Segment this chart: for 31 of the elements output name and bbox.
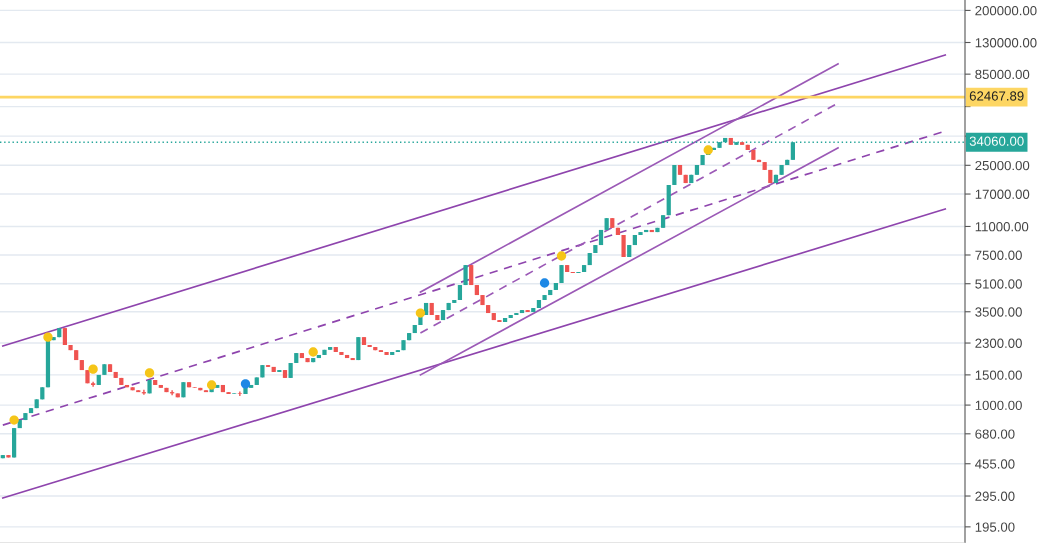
ref-line-label: 34060.00	[969, 136, 1024, 146]
y-tick-label: 7500.00	[975, 250, 1022, 260]
y-tick-label: 17000.00	[975, 189, 1030, 199]
y-tick-label: 1000.00	[975, 400, 1022, 410]
y-tick-label: 1500.00	[975, 370, 1022, 380]
y-tick-label: 680.00	[975, 429, 1015, 439]
point	[9, 415, 19, 425]
y-tick-label: 2300.00	[975, 338, 1022, 348]
point	[556, 251, 567, 261]
point	[415, 308, 426, 318]
point	[240, 379, 251, 389]
y-tick-label: 11000.00	[975, 222, 1029, 232]
y-tick-label: 195.00	[975, 522, 1015, 532]
point	[144, 368, 155, 378]
y-tick-label: 85000.00	[975, 69, 1030, 80]
point	[88, 364, 98, 374]
candlestick	[672, 164, 677, 186]
point	[539, 278, 550, 288]
point	[703, 145, 713, 155]
y-tick-label: 25000.00	[975, 160, 1030, 171]
candlestick	[237, 390, 242, 397]
point	[43, 332, 53, 342]
y-tick-label: 455.00	[975, 459, 1015, 469]
y-tick-label: 5100.00	[975, 279, 1022, 289]
y-tick-label: 3500.00	[975, 307, 1022, 317]
y-tick-label: 295.00	[975, 491, 1015, 501]
y-tick-label: 130000.00	[975, 38, 1037, 48]
y-tick-label: 200000.00	[975, 5, 1037, 16]
point	[206, 380, 217, 390]
point	[308, 347, 318, 357]
ref-line-label: 62467.89	[969, 91, 1024, 101]
